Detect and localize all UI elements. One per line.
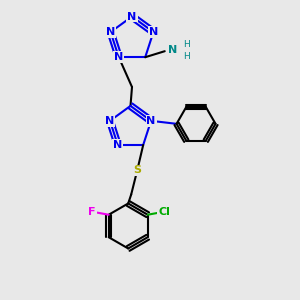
Text: F: F — [88, 207, 96, 217]
Text: H: H — [183, 40, 190, 49]
Text: S: S — [133, 166, 141, 176]
Text: N: N — [105, 116, 115, 126]
Text: N: N — [146, 116, 156, 126]
Text: N: N — [146, 116, 156, 126]
Text: N: N — [149, 27, 158, 37]
Text: N: N — [128, 11, 136, 22]
Text: H: H — [183, 52, 190, 61]
Text: N: N — [113, 140, 122, 150]
Text: Cl: Cl — [158, 207, 170, 217]
Text: N: N — [168, 45, 177, 55]
Text: N: N — [106, 27, 115, 37]
Text: N: N — [114, 52, 123, 62]
